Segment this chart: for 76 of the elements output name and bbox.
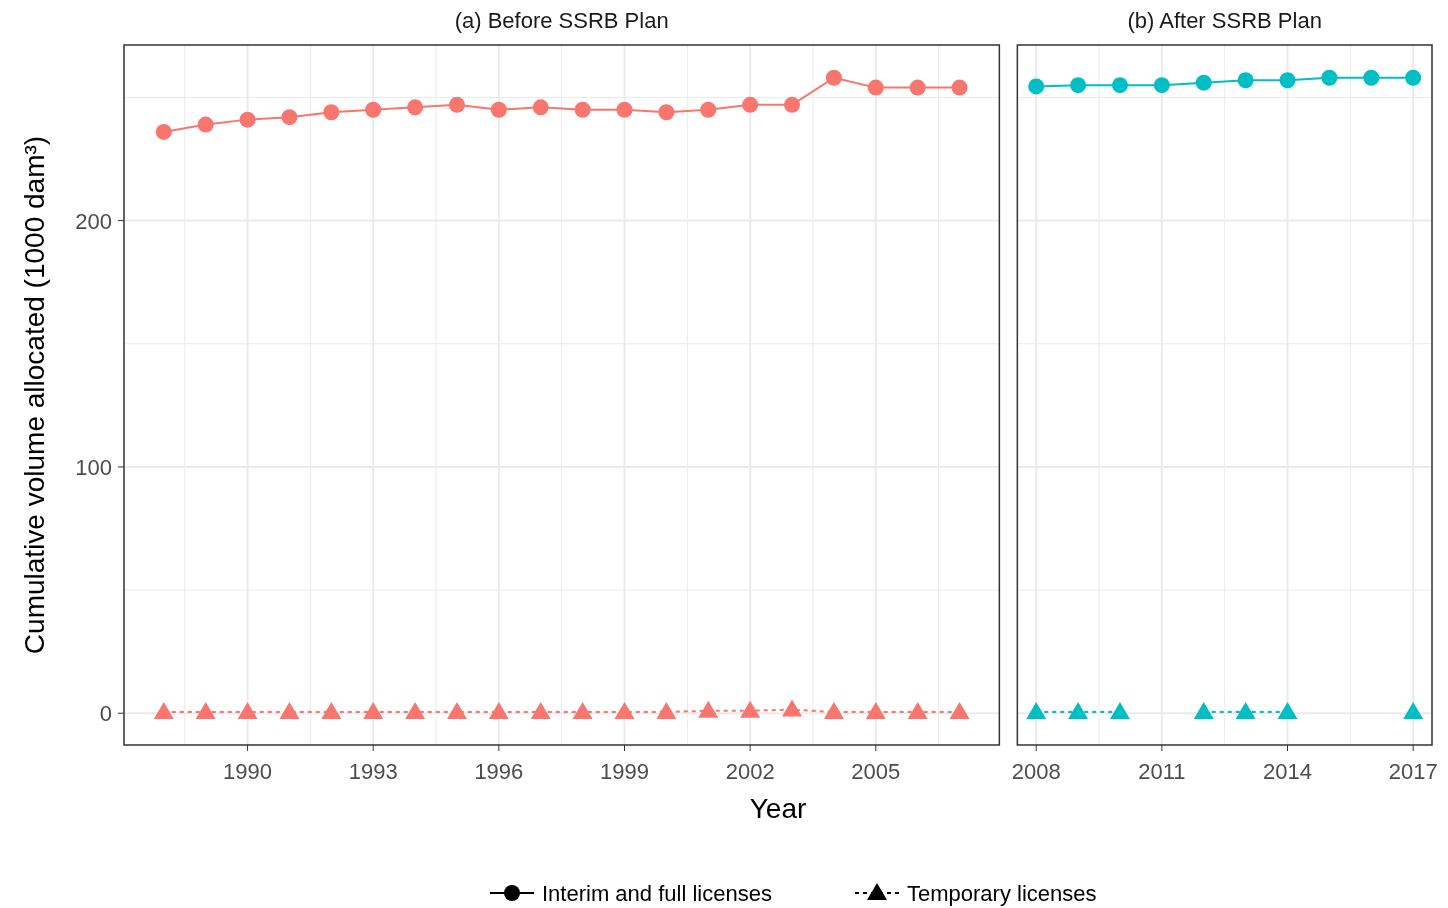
point bbox=[405, 702, 426, 719]
y-axis-title: Cumulative volume allocated (1000 dam³) bbox=[19, 135, 50, 655]
point bbox=[1153, 77, 1170, 94]
x-tick-label: 2002 bbox=[725, 759, 775, 784]
y-tick-label: 100 bbox=[75, 454, 112, 480]
point bbox=[823, 702, 844, 719]
x-axis-title: Year bbox=[749, 793, 807, 824]
point bbox=[698, 700, 719, 718]
point bbox=[1111, 77, 1128, 94]
point bbox=[488, 702, 509, 719]
point bbox=[1193, 702, 1214, 719]
x-tick-label: 1999 bbox=[600, 759, 649, 784]
point bbox=[865, 702, 886, 719]
point bbox=[446, 702, 467, 719]
point bbox=[907, 702, 928, 719]
point bbox=[1279, 72, 1296, 89]
chart-title: (b) After SSRB Plan bbox=[1127, 8, 1322, 33]
point bbox=[1237, 72, 1254, 89]
text: Interim and full licenses bbox=[542, 881, 772, 906]
point bbox=[1195, 74, 1212, 91]
point bbox=[784, 96, 801, 113]
point bbox=[700, 101, 717, 118]
y-tick-label: 200 bbox=[75, 208, 112, 234]
point bbox=[909, 79, 926, 96]
x-tick-label: 1993 bbox=[348, 759, 398, 784]
point bbox=[614, 702, 635, 719]
x-tick-label: 2008 bbox=[1011, 759, 1061, 784]
point bbox=[195, 702, 216, 719]
point bbox=[155, 123, 172, 140]
point bbox=[656, 702, 677, 719]
x-tick-label: 2014 bbox=[1263, 759, 1312, 784]
point bbox=[825, 69, 842, 86]
point bbox=[1026, 702, 1047, 719]
point bbox=[658, 104, 675, 121]
point bbox=[1363, 69, 1380, 86]
point bbox=[530, 702, 551, 719]
point bbox=[1235, 702, 1256, 719]
x-tick-label: 1990 bbox=[223, 759, 273, 784]
chart-title: (a) Before SSRB Plan bbox=[454, 8, 669, 33]
point bbox=[237, 702, 258, 719]
x-tick-label: 1996 bbox=[474, 759, 524, 784]
point bbox=[490, 101, 507, 118]
point bbox=[365, 101, 382, 118]
point bbox=[740, 700, 761, 718]
point bbox=[281, 109, 298, 126]
point bbox=[1070, 77, 1087, 94]
point bbox=[572, 702, 593, 719]
point bbox=[321, 702, 342, 719]
point bbox=[1068, 702, 1089, 719]
point bbox=[279, 702, 300, 719]
point bbox=[1403, 702, 1424, 719]
point bbox=[949, 702, 970, 719]
point bbox=[532, 99, 549, 116]
point bbox=[1277, 702, 1298, 719]
point bbox=[616, 101, 633, 118]
point bbox=[239, 111, 256, 128]
point bbox=[323, 104, 340, 121]
point bbox=[197, 116, 214, 133]
point bbox=[363, 702, 384, 719]
point bbox=[867, 79, 884, 96]
text: Temporary licenses bbox=[907, 881, 1097, 906]
point bbox=[742, 96, 759, 113]
x-tick-label: 2017 bbox=[1388, 759, 1438, 784]
point bbox=[153, 702, 174, 719]
point bbox=[1109, 702, 1130, 719]
point bbox=[1321, 69, 1338, 86]
point bbox=[1405, 69, 1422, 86]
point bbox=[448, 96, 465, 113]
point bbox=[574, 101, 591, 118]
point bbox=[1028, 78, 1045, 95]
point bbox=[782, 699, 803, 717]
x-tick-label: 2011 bbox=[1138, 759, 1186, 784]
point bbox=[951, 79, 968, 96]
x-tick-label: 2005 bbox=[851, 759, 901, 784]
y-tick-label: 0 bbox=[99, 701, 112, 727]
point bbox=[407, 99, 424, 116]
